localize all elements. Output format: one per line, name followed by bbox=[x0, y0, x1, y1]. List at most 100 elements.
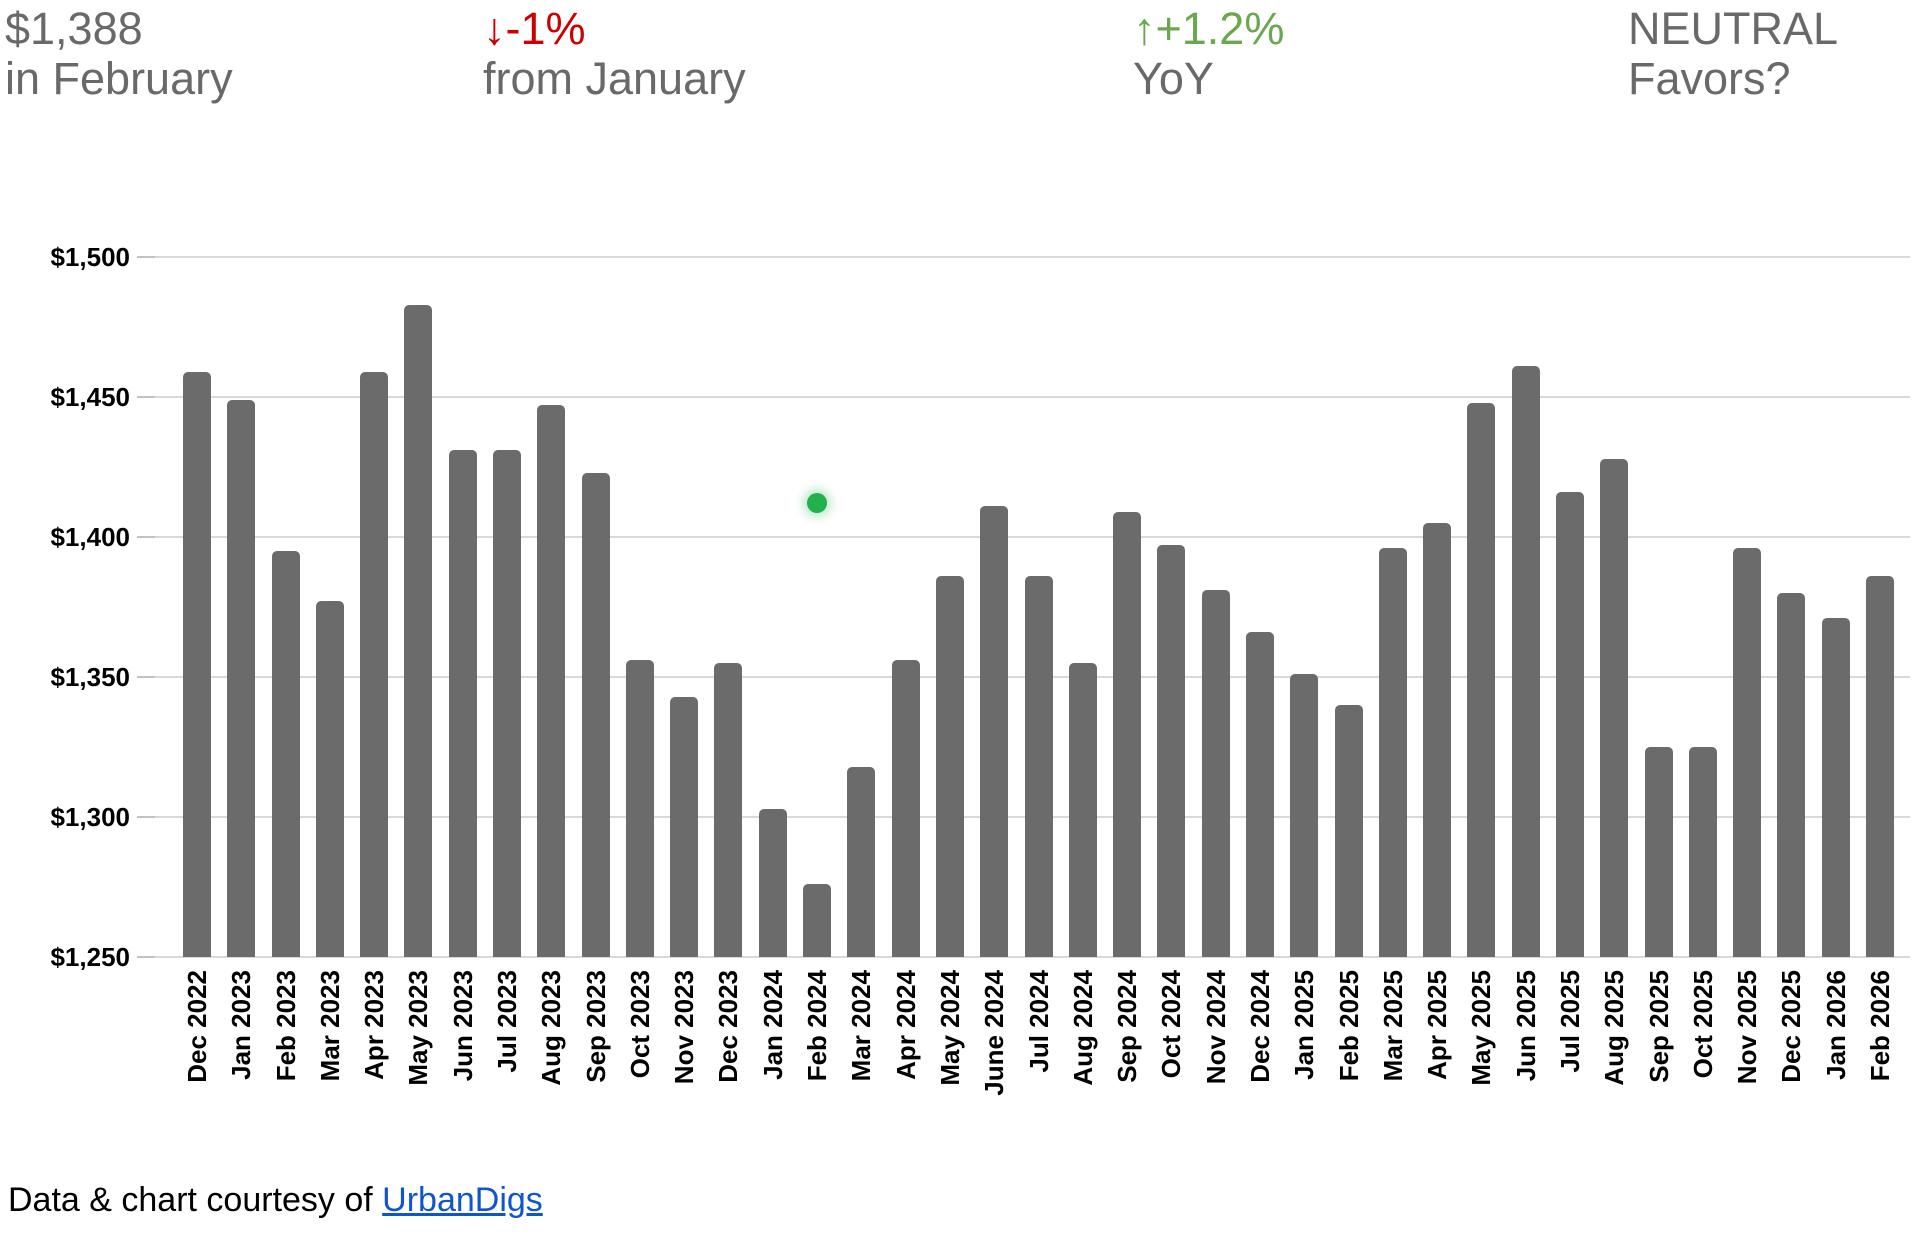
bar-feb-2024 bbox=[803, 884, 832, 957]
stat-yoy-change-value: ↑+1.2% bbox=[1133, 3, 1285, 54]
x-axis-label: May 2025 bbox=[1466, 970, 1497, 1086]
x-axis-label: Feb 2026 bbox=[1865, 970, 1896, 1082]
x-axis-label: Aug 2023 bbox=[536, 970, 567, 1086]
x-axis-label: Dec 2024 bbox=[1244, 970, 1275, 1083]
bar-jan-2024 bbox=[758, 808, 787, 957]
credit-text: Data & chart courtesy of bbox=[8, 1181, 383, 1219]
y-axis-tick bbox=[137, 396, 155, 398]
x-axis-label: Feb 2024 bbox=[802, 970, 833, 1082]
x-axis-label: Nov 2025 bbox=[1732, 970, 1763, 1085]
x-axis-label: Jun 2025 bbox=[1510, 970, 1541, 1082]
bar-apr-2023 bbox=[360, 371, 389, 957]
y-axis-tick bbox=[137, 536, 155, 538]
y-axis-tick bbox=[137, 256, 155, 258]
x-axis-label: Sep 2025 bbox=[1643, 970, 1674, 1083]
bar-june-2024 bbox=[980, 506, 1009, 957]
stat-market-signal-value: NEUTRAL bbox=[1628, 3, 1839, 54]
stat-yoy-change-label: YoY bbox=[1133, 53, 1214, 104]
credit-line: Data & chart courtesy of UrbanDigs bbox=[8, 1180, 543, 1220]
stat-market-signal-label: Favors? bbox=[1628, 53, 1791, 104]
x-axis-label: Dec 2023 bbox=[713, 970, 744, 1083]
stat-yoy-change: ↑+1.2% YoY bbox=[1133, 4, 1284, 104]
y-axis-label: $1,250 bbox=[50, 942, 130, 972]
x-axis-label: May 2024 bbox=[934, 970, 965, 1086]
y-axis-label: $1,400 bbox=[50, 522, 130, 552]
x-axis-label: Jan 2025 bbox=[1289, 970, 1320, 1080]
bar-mar-2023 bbox=[315, 601, 344, 957]
x-axis-label: Oct 2023 bbox=[624, 970, 655, 1079]
bar-jul-2025 bbox=[1555, 492, 1584, 957]
x-axis-label: Mar 2025 bbox=[1377, 970, 1408, 1082]
y-axis-label: $1,500 bbox=[50, 242, 130, 272]
bar-oct-2023 bbox=[625, 660, 654, 957]
stat-mom-change-label: from January bbox=[483, 53, 746, 104]
bar-jun-2025 bbox=[1511, 366, 1540, 957]
stat-current-price: $1,388 in February bbox=[5, 4, 233, 104]
x-axis-label: Apr 2023 bbox=[359, 970, 390, 1080]
x-axis-label: Jan 2026 bbox=[1820, 970, 1851, 1080]
bar-nov-2023 bbox=[670, 696, 699, 957]
bar-jun-2023 bbox=[448, 450, 477, 957]
x-axis-label: Nov 2023 bbox=[669, 970, 700, 1085]
bar-sep-2023 bbox=[581, 472, 610, 957]
bar-aug-2024 bbox=[1068, 663, 1097, 957]
bar-dec-2023 bbox=[714, 663, 743, 957]
bar-aug-2023 bbox=[537, 405, 566, 957]
x-axis-label: Sep 2023 bbox=[580, 970, 611, 1083]
bar-may-2024 bbox=[935, 576, 964, 957]
bar-nov-2025 bbox=[1733, 548, 1762, 957]
x-axis-label: Dec 2022 bbox=[182, 970, 212, 1083]
bar-feb-2026 bbox=[1866, 576, 1895, 957]
stat-market-signal: NEUTRAL Favors? bbox=[1628, 4, 1838, 104]
y-gridline bbox=[155, 256, 1910, 258]
bar-may-2023 bbox=[404, 304, 433, 957]
stat-mom-change-value: ↓-1% bbox=[483, 3, 586, 54]
y-axis-tick bbox=[137, 676, 155, 678]
x-axis-label: Jan 2024 bbox=[757, 970, 788, 1080]
bar-jul-2024 bbox=[1024, 576, 1053, 957]
x-axis-label: Jan 2023 bbox=[226, 970, 257, 1080]
marker-dot bbox=[807, 493, 828, 514]
y-axis-tick bbox=[137, 956, 155, 958]
bar-sep-2025 bbox=[1644, 747, 1673, 957]
x-axis-label: May 2023 bbox=[403, 970, 434, 1086]
bar-apr-2024 bbox=[891, 660, 920, 957]
bar-mar-2025 bbox=[1378, 548, 1407, 957]
bar-jan-2025 bbox=[1290, 674, 1319, 957]
y-gridline bbox=[155, 396, 1910, 398]
stat-current-price-value: $1,388 bbox=[5, 3, 143, 54]
x-axis-label: Jul 2024 bbox=[1023, 970, 1054, 1073]
bar-mar-2024 bbox=[847, 766, 876, 957]
bar-apr-2025 bbox=[1423, 523, 1452, 957]
x-axis-label: Mar 2024 bbox=[846, 970, 877, 1082]
x-axis-label: Apr 2025 bbox=[1422, 970, 1453, 1080]
x-axis-label: Apr 2024 bbox=[890, 970, 921, 1080]
x-axis-label: Sep 2024 bbox=[1112, 970, 1143, 1083]
x-axis-label: Dec 2025 bbox=[1776, 970, 1807, 1083]
x-axis-label: Aug 2025 bbox=[1599, 970, 1630, 1086]
x-axis-label: Oct 2024 bbox=[1156, 970, 1187, 1079]
y-axis-tick bbox=[137, 816, 155, 818]
bar-feb-2023 bbox=[271, 551, 300, 957]
bar-aug-2025 bbox=[1600, 458, 1629, 957]
bar-dec-2025 bbox=[1777, 593, 1806, 957]
x-axis-label: Aug 2024 bbox=[1067, 970, 1098, 1086]
bar-jan-2023 bbox=[227, 399, 256, 957]
bar-oct-2025 bbox=[1688, 747, 1717, 957]
urbandigs-link[interactable]: UrbanDigs bbox=[382, 1181, 543, 1219]
x-axis-label: Jul 2023 bbox=[492, 970, 523, 1073]
bar-jul-2023 bbox=[493, 450, 522, 957]
bar-sep-2024 bbox=[1113, 511, 1142, 957]
x-axis-label: Oct 2025 bbox=[1687, 970, 1718, 1079]
y-axis-label: $1,450 bbox=[50, 382, 130, 412]
x-axis-label: Nov 2024 bbox=[1200, 970, 1231, 1085]
bar-may-2025 bbox=[1467, 402, 1496, 957]
stat-mom-change: ↓-1% from January bbox=[483, 4, 746, 104]
y-gridline bbox=[155, 536, 1910, 538]
x-axis-label: Jul 2025 bbox=[1554, 970, 1585, 1073]
bar-nov-2024 bbox=[1201, 590, 1230, 957]
x-axis-label: June 2024 bbox=[979, 970, 1010, 1096]
bar-dec-2022 bbox=[183, 371, 211, 957]
bar-feb-2025 bbox=[1334, 705, 1363, 957]
